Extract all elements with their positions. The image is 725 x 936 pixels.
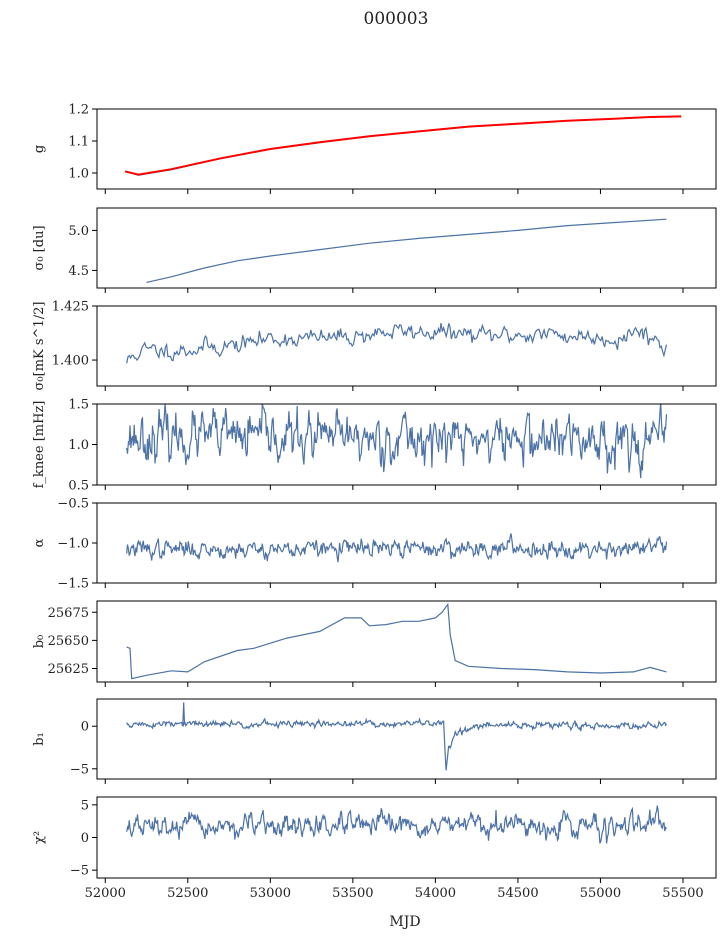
panel-3: 1.400 1.425 σ₀[mK s^1/2] (32, 300, 717, 391)
series-noisy-line (126, 404, 668, 479)
x-tick-label: 55000 (580, 886, 621, 901)
panel-1: 1.0 1.1 1.2 g (32, 103, 717, 194)
y-tick-label: 1.2 (68, 103, 89, 118)
x-axis-label: MJD (389, 914, 420, 930)
y-tick-label: 25675 (48, 606, 89, 621)
y-axis-label: α (32, 538, 47, 547)
series-noisy-line (126, 805, 667, 844)
series-noisy-line (126, 323, 668, 364)
series-trend-line (126, 116, 667, 176)
y-tick-label: 1.5 (68, 398, 89, 413)
series-trend-line (126, 602, 667, 680)
panel-5: −1.5 −1.0 −0.5 α (32, 497, 717, 592)
axes-frame (96, 305, 717, 387)
y-tick-label: −1.5 (57, 577, 89, 592)
axes-frame (96, 207, 717, 289)
y-tick-label: 0 (81, 831, 89, 846)
y-axis-label: b₁ (32, 732, 47, 746)
y-tick-label: −5 (70, 864, 89, 879)
y-axis-label: χ² (32, 831, 47, 844)
panel-2: 4.5 5.0 σ₀ [du] (32, 207, 717, 293)
panel-8: −5 0 5 52000 52500 53000 53500 54000 54500 55000 5… (32, 796, 717, 901)
axes-frame (96, 108, 717, 190)
x-tick-label: 53000 (250, 886, 291, 901)
y-axis-label: σ₀[mK s^1/2] (32, 302, 47, 391)
y-tick-label: −0.5 (57, 497, 89, 512)
x-tick-label: 54500 (497, 886, 538, 901)
y-axis-label: f_knee [mHz] (32, 401, 47, 489)
y-axis-label: g (32, 145, 47, 153)
x-tick-label: 52000 (85, 886, 126, 901)
y-axis-label: σ₀ [du] (32, 225, 47, 270)
y-tick-label: 0.5 (68, 479, 89, 494)
y-tick-label: 1.0 (68, 438, 89, 453)
y-tick-label: 5.0 (68, 224, 89, 239)
series-noisy-line (126, 533, 668, 563)
y-tick-label: 1.1 (68, 135, 89, 150)
axes-frame (96, 796, 717, 879)
axes-frame (96, 698, 717, 780)
y-axis-label: b₀ (32, 635, 47, 649)
y-tick-label: −5 (70, 762, 89, 777)
series-spike-line (182, 702, 186, 725)
series-noisy-line (126, 717, 668, 771)
y-tick-label: 25650 (48, 634, 89, 649)
y-tick-label: 5 (81, 798, 89, 813)
x-tick-label: 52500 (167, 886, 208, 901)
figure-title: 000003 (364, 9, 429, 29)
x-tick-label: 53500 (332, 886, 373, 901)
axes-frame (96, 600, 717, 683)
y-tick-label: 0 (81, 720, 89, 735)
series-fit-line (124, 115, 682, 176)
y-tick-label: −1.0 (57, 537, 89, 552)
y-tick-label: 1.425 (52, 300, 89, 315)
y-tick-label: 25625 (48, 662, 89, 677)
x-tick-label: 55500 (662, 886, 703, 901)
series-trend-line (146, 218, 667, 283)
y-tick-label: 4.5 (68, 264, 89, 279)
y-tick-label: 1.400 (52, 354, 89, 369)
x-tick-label: 54000 (415, 886, 456, 901)
panel-4: 0.5 1.0 1.5 f_knee [mHz] (32, 398, 717, 494)
y-tick-label: 1.0 (68, 167, 89, 182)
panel-7: −5 0 b₁ (32, 698, 717, 784)
